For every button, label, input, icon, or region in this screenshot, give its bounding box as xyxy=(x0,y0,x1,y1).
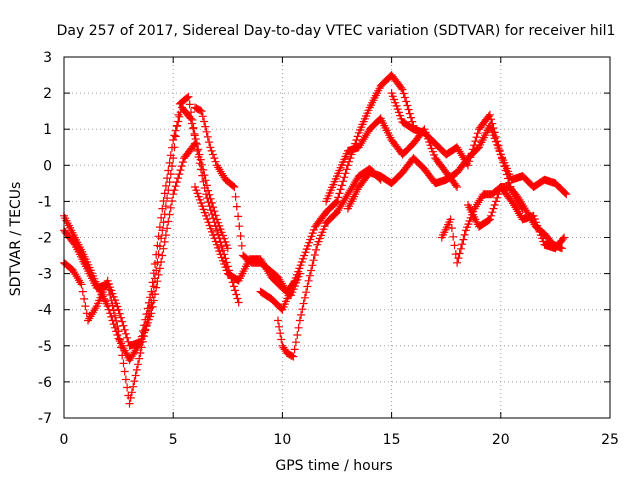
data-point-markers xyxy=(387,89,571,199)
x-tick-label: 10 xyxy=(273,432,291,448)
y-tick-label: -2 xyxy=(38,231,52,247)
y-tick-label: -5 xyxy=(38,339,52,355)
series-track-11 xyxy=(437,183,566,267)
y-tick-label: -1 xyxy=(38,194,52,210)
x-tick-label: 0 xyxy=(60,432,69,448)
y-tick-label: -6 xyxy=(38,375,52,391)
x-tick-label: 5 xyxy=(169,432,178,448)
series-track-8 xyxy=(322,114,462,206)
y-tick-label: 3 xyxy=(43,50,52,66)
series-track-6 xyxy=(256,71,418,314)
data-point-markers xyxy=(322,114,462,206)
x-tick-label: 20 xyxy=(492,432,510,448)
y-tick-label: 2 xyxy=(43,86,52,102)
y-tick-labels: 3 2 1 0 -1 -2 -3 -4 -5 -6 -7 xyxy=(38,50,52,427)
axis-ticks xyxy=(63,56,611,419)
x-tick-label: 25 xyxy=(601,432,619,448)
y-axis-label: SDTVAR / TECUs xyxy=(8,182,24,297)
x-tick-label: 15 xyxy=(383,432,401,448)
y-tick-label: -3 xyxy=(38,267,52,283)
data-point-markers xyxy=(256,71,418,314)
x-tick-labels: 0 5 10 15 20 25 xyxy=(60,432,619,448)
data-point-markers xyxy=(464,183,569,253)
series-track-10 xyxy=(387,89,571,199)
y-tick-label: -7 xyxy=(38,411,52,427)
chart-title: Day 257 of 2017, Sidereal Day-to-day VTE… xyxy=(57,23,616,39)
y-tick-label: 1 xyxy=(43,122,52,138)
y-tick-label: 0 xyxy=(43,158,52,174)
y-tick-label: -4 xyxy=(38,303,52,319)
data-point-markers xyxy=(60,92,243,408)
data-points xyxy=(60,71,571,408)
data-point-markers xyxy=(437,183,566,267)
series-track-2 xyxy=(60,92,243,408)
x-axis-label: GPS time / hours xyxy=(275,458,392,474)
series-track-12 xyxy=(464,183,569,253)
grid-lines xyxy=(64,57,610,418)
